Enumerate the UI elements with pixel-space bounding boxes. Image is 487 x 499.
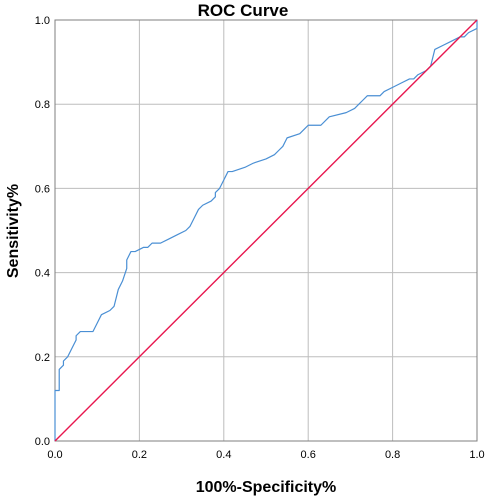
chart-title: ROC Curve	[198, 1, 289, 20]
y-tick-label: 1.0	[35, 15, 50, 27]
plot-frame	[54, 19, 478, 442]
roc-curve-line	[54, 20, 478, 441]
x-tick-label: 1.0	[469, 449, 484, 461]
series-layer	[54, 19, 478, 442]
tick-labels: 0.0 0.2 0.4 0.6 0.8 1.0 0.0 0.2 0.4 0.6 0.8 1.0	[35, 15, 485, 461]
x-tick-label: 0.2	[132, 449, 147, 461]
x-tick-label: 0.8	[385, 449, 400, 461]
y-tick-label: 0.0	[35, 436, 50, 448]
x-axis-label: 100%-Specificity%	[196, 479, 337, 496]
x-tick-label: 0.6	[301, 449, 316, 461]
y-tick-label: 0.8	[35, 99, 50, 111]
reference-diagonal-line	[54, 19, 478, 442]
y-tick-label: 0.2	[35, 352, 50, 364]
y-tick-label: 0.6	[35, 183, 50, 195]
x-tick-label: 0.4	[216, 449, 231, 461]
x-tick-label: 0.0	[47, 449, 62, 461]
y-axis-label: Sensitivity%	[5, 184, 22, 278]
y-tick-label: 0.4	[35, 268, 50, 280]
